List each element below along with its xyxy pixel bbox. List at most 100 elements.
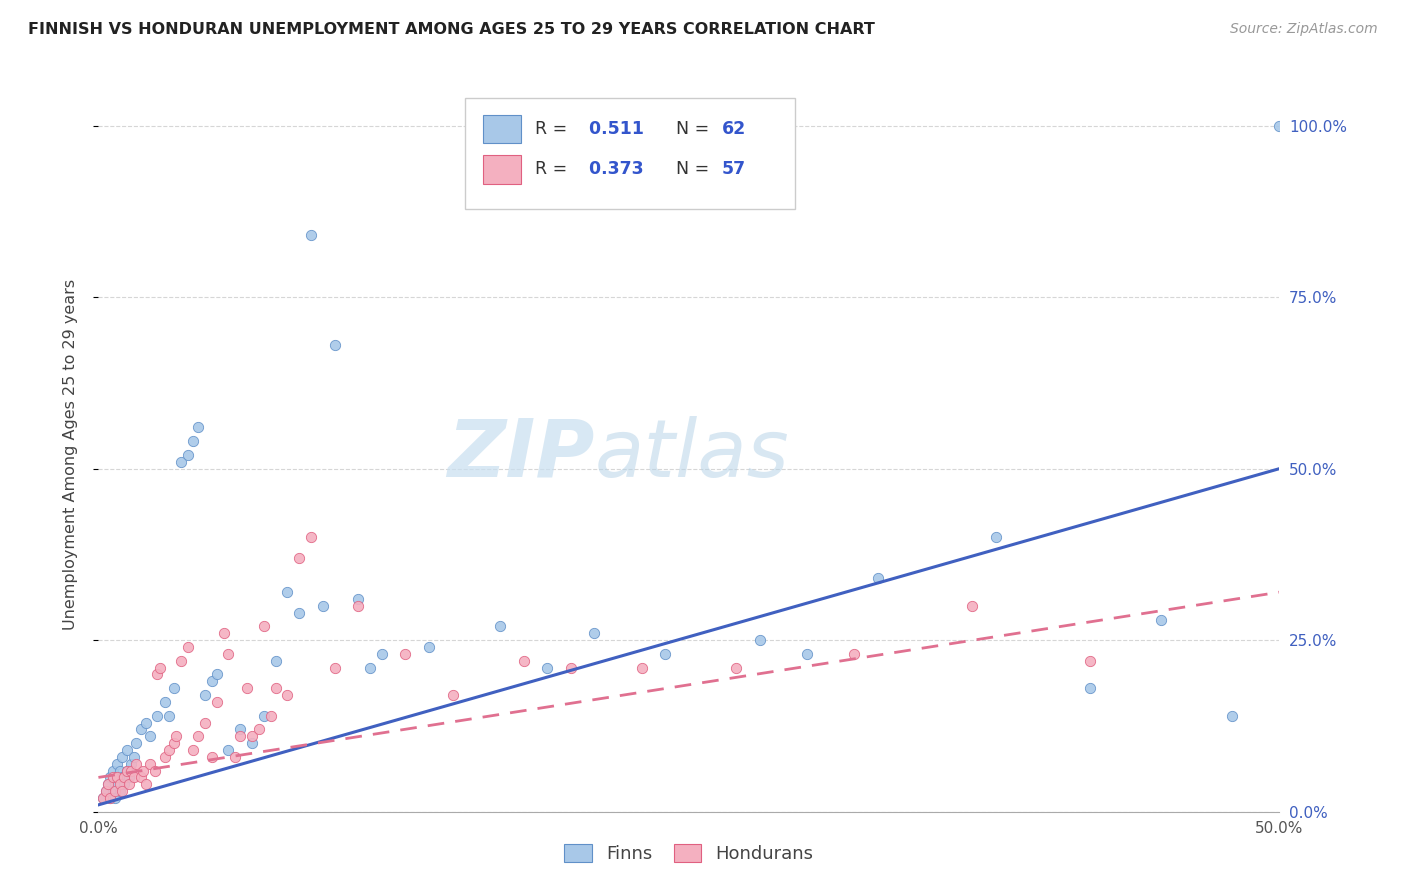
- Point: [139, 756, 162, 771]
- Text: Source: ZipAtlas.com: Source: ZipAtlas.com: [1230, 22, 1378, 37]
- Point: [347, 599, 370, 613]
- Point: [583, 626, 606, 640]
- Text: 0.373: 0.373: [582, 161, 644, 178]
- Point: [125, 756, 148, 771]
- Point: [132, 764, 155, 778]
- Point: [170, 455, 193, 469]
- Point: [104, 784, 127, 798]
- Point: [264, 681, 287, 696]
- Point: [112, 777, 135, 791]
- Point: [194, 715, 217, 730]
- Point: [187, 729, 209, 743]
- Text: 57: 57: [723, 161, 747, 178]
- Point: [163, 736, 186, 750]
- Point: [181, 743, 204, 757]
- Point: [98, 791, 121, 805]
- Point: [146, 667, 169, 681]
- Point: [111, 784, 134, 798]
- Point: [240, 729, 263, 743]
- Point: [105, 771, 128, 785]
- Point: [288, 606, 311, 620]
- Point: [347, 592, 370, 607]
- Point: [212, 626, 235, 640]
- Point: [118, 771, 141, 785]
- Point: [796, 647, 818, 661]
- Point: [153, 695, 176, 709]
- Point: [1080, 654, 1102, 668]
- Point: [312, 599, 335, 613]
- Point: [288, 550, 311, 565]
- Text: 62: 62: [723, 120, 747, 137]
- Point: [441, 688, 464, 702]
- Point: [135, 777, 157, 791]
- Text: N =: N =: [665, 161, 716, 178]
- Point: [1220, 708, 1243, 723]
- Point: [146, 708, 169, 723]
- Point: [299, 228, 322, 243]
- Point: [105, 756, 128, 771]
- Point: [108, 784, 131, 798]
- Point: [229, 729, 252, 743]
- Text: FINNISH VS HONDURAN UNEMPLOYMENT AMONG AGES 25 TO 29 YEARS CORRELATION CHART: FINNISH VS HONDURAN UNEMPLOYMENT AMONG A…: [28, 22, 875, 37]
- Point: [725, 660, 748, 674]
- Point: [236, 681, 259, 696]
- Point: [104, 791, 127, 805]
- Point: [194, 688, 217, 702]
- Point: [253, 708, 276, 723]
- Point: [1268, 119, 1291, 133]
- Point: [118, 777, 141, 791]
- Point: [866, 571, 889, 585]
- Point: [205, 695, 228, 709]
- Legend: Finns, Hondurans: Finns, Hondurans: [557, 838, 821, 871]
- Point: [115, 764, 138, 778]
- Point: [264, 654, 287, 668]
- Point: [105, 771, 128, 785]
- Point: [101, 764, 124, 778]
- Point: [512, 654, 534, 668]
- Point: [560, 660, 582, 674]
- Point: [1150, 613, 1173, 627]
- Point: [323, 660, 346, 674]
- Point: [984, 530, 1007, 544]
- Point: [359, 660, 381, 674]
- FancyBboxPatch shape: [484, 114, 522, 143]
- Point: [323, 338, 346, 352]
- Point: [253, 619, 276, 633]
- Point: [165, 729, 187, 743]
- Point: [205, 667, 228, 681]
- Point: [1080, 681, 1102, 696]
- Point: [143, 764, 166, 778]
- Point: [630, 660, 652, 674]
- Text: N =: N =: [665, 120, 716, 137]
- Point: [371, 647, 394, 661]
- Point: [536, 660, 558, 674]
- Point: [181, 434, 204, 449]
- Point: [98, 791, 121, 805]
- Point: [101, 771, 124, 785]
- Point: [129, 771, 152, 785]
- Point: [125, 736, 148, 750]
- Point: [149, 660, 172, 674]
- Point: [201, 749, 224, 764]
- Text: R =: R =: [536, 120, 574, 137]
- Point: [91, 791, 114, 805]
- Point: [177, 448, 200, 462]
- Point: [115, 743, 138, 757]
- Point: [111, 771, 134, 785]
- FancyBboxPatch shape: [484, 155, 522, 184]
- Point: [111, 749, 134, 764]
- Point: [94, 784, 117, 798]
- Point: [170, 654, 193, 668]
- Point: [201, 674, 224, 689]
- Point: [94, 784, 117, 798]
- Point: [112, 771, 135, 785]
- Point: [91, 791, 114, 805]
- Point: [115, 764, 138, 778]
- Point: [276, 688, 298, 702]
- Point: [962, 599, 984, 613]
- Point: [260, 708, 283, 723]
- Point: [224, 749, 246, 764]
- Y-axis label: Unemployment Among Ages 25 to 29 years: Unemployment Among Ages 25 to 29 years: [63, 279, 77, 631]
- Point: [121, 756, 143, 771]
- FancyBboxPatch shape: [464, 98, 796, 209]
